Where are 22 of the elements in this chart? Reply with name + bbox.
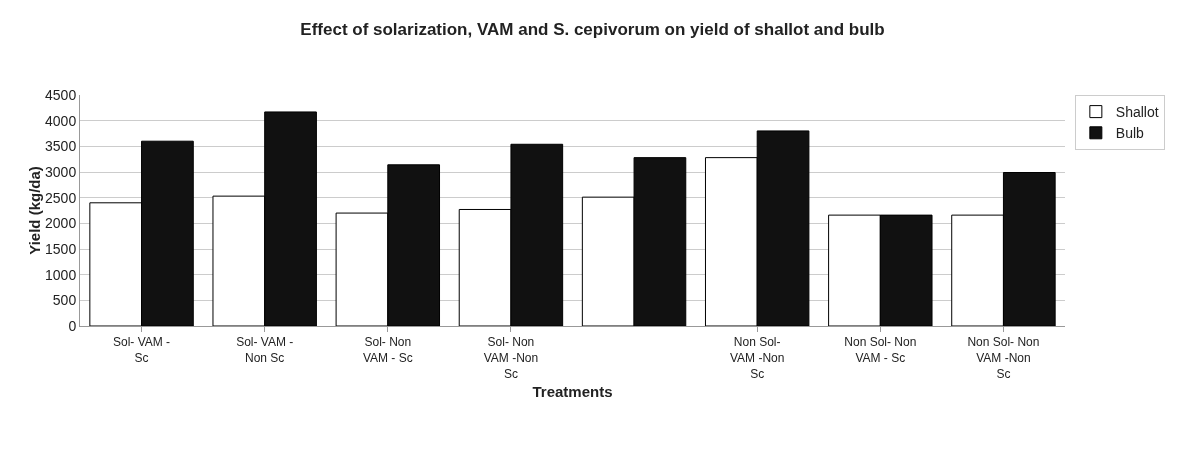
x-tick-label: Non Sol- Non VAM -Non Sc: [967, 335, 1040, 381]
y-tick-label: 4000: [45, 112, 77, 129]
y-tick-label: 3000: [45, 163, 77, 180]
y-tick-label: 2000: [45, 215, 77, 232]
y-tick-label: 1000: [45, 266, 77, 283]
x-axis-title: Treatments: [532, 382, 613, 400]
x-tick-label: Sol- VAM - Sc: [113, 335, 171, 365]
y-tick-label: 1500: [45, 240, 77, 257]
y-tick-label: 3500: [45, 138, 77, 155]
x-tick-label: Non Sol- Non VAM - Sc: [844, 335, 917, 365]
y-axis-title: Yield (kg/da): [26, 166, 43, 255]
y-tick-label: 2500: [45, 189, 77, 206]
chart-title: Effect of solarization, VAM and S. cepivorum on yield of shallot and bulb: [300, 19, 885, 39]
legend-label: Shallot: [1115, 104, 1159, 121]
y-tick-label: 0: [68, 317, 77, 334]
legend-label: Bulb: [1115, 125, 1145, 142]
x-tick-label: Sol- VAM - Non Sc: [236, 335, 294, 365]
x-tick-label: Sol- Non VAM -Non Sc: [483, 335, 539, 381]
x-tick-label: Non Sol- VAM -Non Sc: [729, 335, 785, 381]
y-tick-label: 4500: [45, 86, 77, 103]
y-tick-label: 500: [52, 292, 77, 309]
x-tick-label: Sol- Non VAM - Sc: [362, 335, 413, 365]
